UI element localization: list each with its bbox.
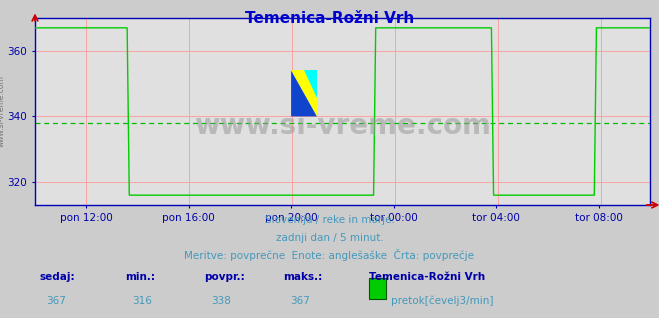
Text: 367: 367 [290,296,310,306]
Text: Slovenija / reke in morje.: Slovenija / reke in morje. [264,215,395,225]
Text: zadnji dan / 5 minut.: zadnji dan / 5 minut. [275,233,384,243]
Text: www.si-vreme.com: www.si-vreme.com [194,113,491,141]
Polygon shape [304,71,317,98]
Text: pretok[čevelj3/min]: pretok[čevelj3/min] [391,296,494,306]
Text: maks.:: maks.: [283,272,323,282]
Text: Meritve: povprečne  Enote: anglešaške  Črta: povprečje: Meritve: povprečne Enote: anglešaške Črt… [185,249,474,260]
Text: min.:: min.: [125,272,156,282]
Text: 338: 338 [211,296,231,306]
Text: Temenica-Rožni Vrh: Temenica-Rožni Vrh [245,11,414,26]
Text: povpr.:: povpr.: [204,272,245,282]
Text: sedaj:: sedaj: [40,272,75,282]
Text: www.si-vreme.com: www.si-vreme.com [0,76,6,148]
Text: 316: 316 [132,296,152,306]
Text: Temenica-Rožni Vrh: Temenica-Rožni Vrh [369,272,485,282]
Polygon shape [291,71,317,116]
Polygon shape [291,71,317,116]
Text: 367: 367 [46,296,66,306]
